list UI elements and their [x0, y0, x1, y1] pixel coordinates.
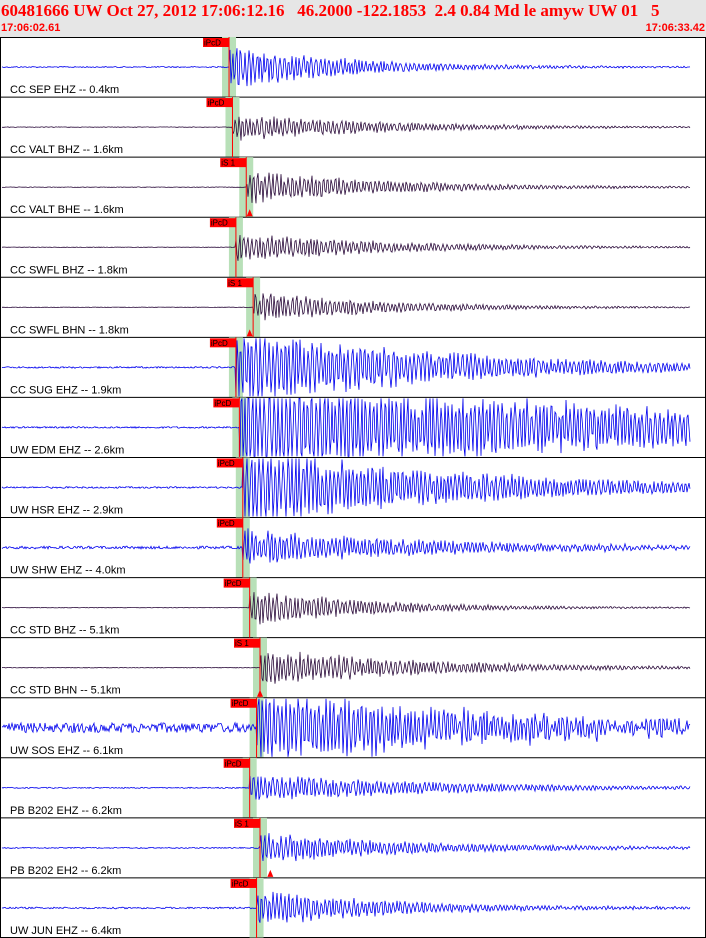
waveform-trace — [1, 293, 691, 321]
s-pick-marker — [267, 869, 274, 877]
waveform-trace — [1, 48, 691, 87]
time-start-label: 17:06:02.61 — [1, 22, 61, 34]
pick-label: iPcD — [232, 879, 249, 888]
station-label: UW EDM EHZ -- 2.6km — [10, 444, 124, 456]
pick-label: iPcD — [211, 339, 228, 348]
waveform-trace — [1, 338, 691, 397]
station-label: CC SWFL BHN -- 1.8km — [10, 324, 129, 336]
waveform-trace — [1, 698, 691, 757]
station-label: UW SHW EHZ -- 4.0km — [10, 565, 126, 577]
pick-label: iPcD — [204, 39, 221, 48]
pick-label: iPcD — [225, 579, 242, 588]
station-label: CC STD BHZ -- 5.1km — [10, 625, 119, 637]
pick-label: iPcD — [211, 219, 228, 228]
station-label: CC SWFL BHZ -- 1.8km — [10, 264, 128, 276]
station-label: PB B202 EH2 -- 6.2km — [10, 865, 121, 877]
pick-label-box — [230, 698, 257, 708]
seismogram-panel: iPcD CC SEP EHZ -- 0.4km iPcD CC VALT BHZ -… — [0, 37, 706, 938]
pick-label: iPcD — [214, 399, 231, 408]
station-label: CC VALT BHZ -- 1.6km — [10, 144, 123, 156]
waveform-trace — [1, 458, 691, 517]
pick-label: iS 1 — [235, 819, 249, 828]
pick-label-box — [209, 338, 236, 348]
pick-label-box — [230, 878, 257, 888]
waveform-trace — [1, 776, 691, 800]
waveform-trace — [1, 528, 691, 564]
time-end-label: 17:06:33.42 — [645, 22, 705, 34]
pick-label-box — [227, 278, 254, 288]
s-pick-marker — [257, 689, 263, 697]
pick-label: iPcD — [218, 519, 235, 528]
s-pick-marker — [246, 209, 253, 217]
pick-label: iS 1 — [221, 159, 235, 168]
station-label: CC SEP EHZ -- 0.4km — [10, 84, 119, 96]
pick-label-box — [234, 818, 260, 828]
waveform-trace — [1, 398, 691, 457]
station-label: PB B202 EHZ -- 6.2km — [10, 805, 122, 817]
pick-label: iS 1 — [235, 639, 249, 648]
pick-label-box — [203, 38, 230, 47]
pick-label-box — [209, 218, 236, 228]
pick-label: iPcD — [207, 99, 224, 108]
station-label: CC VALT BHE -- 1.6km — [10, 204, 124, 216]
waveform-trace — [1, 172, 691, 204]
pick-label-box — [206, 98, 233, 108]
waveform-trace — [1, 592, 691, 625]
s-pick-marker — [246, 329, 253, 337]
pick-label-box — [220, 158, 247, 168]
pick-label: iPcD — [225, 759, 242, 768]
pick-label: iPcD — [218, 459, 235, 468]
pick-label-box — [234, 638, 260, 648]
station-label: CC SUG EHZ -- 1.9km — [10, 384, 121, 396]
waveform-trace — [1, 116, 691, 141]
pick-label-box — [216, 458, 243, 468]
pick-label-box — [223, 758, 250, 768]
waveform-trace — [1, 891, 691, 923]
pick-label: iPcD — [232, 699, 249, 708]
station-label: CC STD BHN -- 5.1km — [10, 685, 121, 697]
event-title: 60481666 UW Oct 27, 2012 17:06:12.16 46.… — [1, 1, 660, 20]
station-label: UW SOS EHZ -- 6.1km — [10, 745, 123, 757]
station-label: UW JUN EHZ -- 6.4km — [10, 925, 121, 937]
event-header: 60481666 UW Oct 27, 2012 17:06:12.16 46.… — [0, 0, 706, 37]
waveform-trace — [1, 833, 691, 862]
pick-label-box — [216, 518, 243, 528]
pick-label-box — [223, 578, 250, 588]
waveform-trace — [2, 234, 691, 261]
waveform-trace — [1, 651, 691, 684]
pick-label-box — [213, 398, 240, 408]
station-label: UW HSR EHZ -- 2.9km — [10, 505, 123, 517]
pick-label: iS 1 — [228, 279, 242, 288]
